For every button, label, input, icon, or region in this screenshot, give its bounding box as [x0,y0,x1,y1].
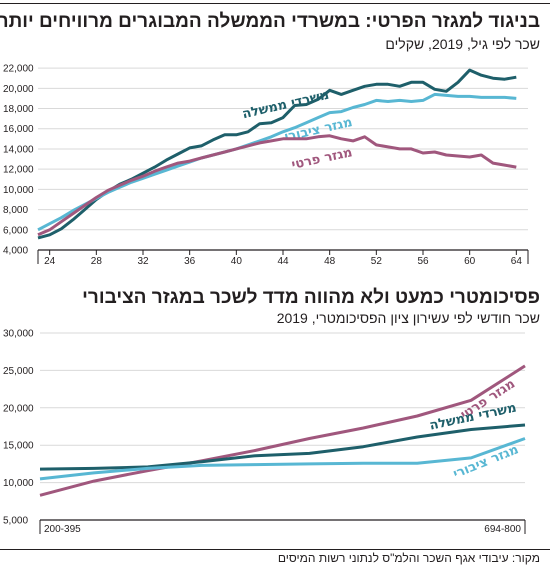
chart1-y-tick: 18,000 [3,104,34,115]
chart1-series-line [37,92,517,232]
chart1-subtitle: שכר לפי גיל, 2019, שקלים [385,36,540,52]
source-note: מקור: עיבודי אגף השכר והלמ"ס לנתוני רשות… [277,551,540,565]
chart1-svg: 4,000 6,000 8,000 10,000 12,000 14,000 16,000 1… [3,64,529,267]
chart2-series-label: מגזר ציבורי [451,442,521,482]
chart1-x-tick: 24 [44,256,56,267]
chart1-x-tick: 40 [231,256,243,267]
chart1-title: בניגוד למגזר הפרטי: במשרדי הממשלה המבוגר… [0,11,540,32]
chart2-x-tick-last: 694-800 [484,524,521,535]
chart2-y-tick: 5,000 [3,516,28,527]
chart1-y-tick: 6,000 [3,225,28,236]
chart1-x-tick: 48 [324,256,336,267]
chart1-x-tick: 32 [137,256,149,267]
chart2-series-line [39,423,526,471]
chart2-title: פסיכומטרי כמעט ולא מהווה מדד לשכר במגזר … [82,287,540,308]
chart1-y-tick: 10,000 [3,185,34,196]
chart2-subtitle: שכר חודשי לפי עשירון ציון הפסיכומטרי, 20… [276,310,540,326]
chart2-series-line [39,437,526,481]
chart1-y-tick: 20,000 [3,84,34,95]
chart2-series-line [39,364,526,497]
chart1-x-tick: 52 [371,256,383,267]
chart1-x-tick: 56 [417,256,429,267]
chart1-x-tick: 44 [277,256,289,267]
chart2-y-tick: 15,000 [3,441,34,452]
chart1-series-line [37,134,517,237]
chart1-x-tick: 60 [464,256,476,267]
top-rule [0,3,550,4]
chart2-y-tick: 25,000 [3,366,34,377]
chart1-y-tick: 14,000 [3,144,34,155]
chart1-x-tick: 64 [511,256,523,267]
chart2-y-tick: 10,000 [3,478,34,489]
chart1-y-tick: 12,000 [3,165,34,176]
chart1-y-tick: 16,000 [3,124,34,135]
chart1-x-tick: 36 [184,256,196,267]
chart2-y-tick: 20,000 [3,403,34,414]
chart1-y-tick: 22,000 [3,64,34,75]
bottom-rule [0,549,550,550]
chart1-y-tick: 4,000 [3,246,28,257]
chart2-x-tick-first: 200-395 [44,524,81,535]
chart1-x-tick: 28 [91,256,103,267]
chart1-y-tick: 8,000 [3,205,28,216]
chart2-y-tick: 30,000 [3,329,34,340]
